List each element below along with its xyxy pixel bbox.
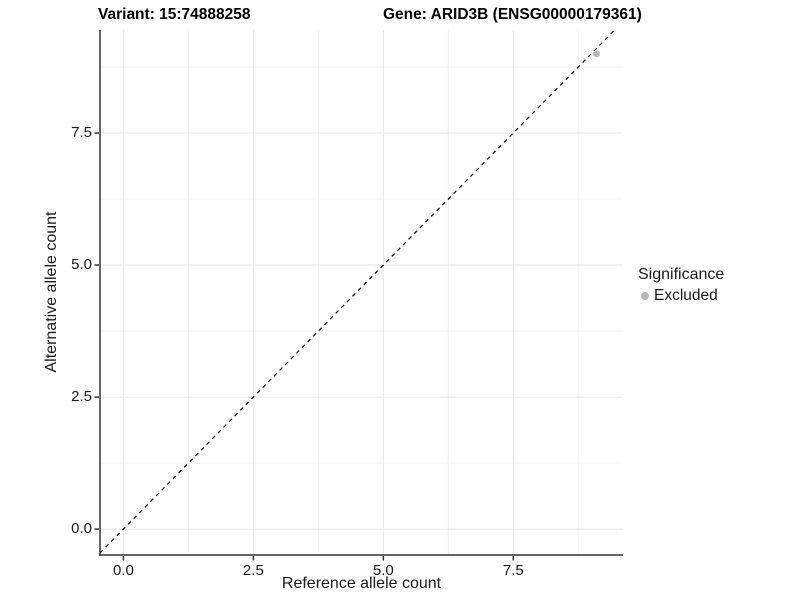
y-tick-label: 0.0 bbox=[71, 520, 92, 538]
y-tick-label: 5.0 bbox=[71, 256, 92, 274]
x-tick-label: 7.5 bbox=[502, 562, 524, 579]
legend-title: Significance bbox=[638, 266, 725, 283]
y-axis-title: Alternative allele count bbox=[43, 211, 60, 373]
plot-title-variant: Variant: 15:74888258 bbox=[98, 6, 251, 23]
y-tick-label: 7.5 bbox=[71, 123, 92, 141]
identity-dashed-line bbox=[99, 29, 616, 554]
x-axis-title: Reference allele count bbox=[281, 575, 442, 592]
excluded-point-icon bbox=[641, 292, 649, 300]
legend-entry-label: Excluded bbox=[654, 287, 718, 304]
data-point-excluded bbox=[592, 50, 600, 58]
y-tick-label: 2.5 bbox=[71, 388, 92, 406]
x-tick-label: 5.0 bbox=[372, 562, 394, 579]
plot-title-gene: Gene: ARID3B (ENSG00000179361) bbox=[383, 6, 642, 23]
legend: Significance Excluded bbox=[638, 266, 724, 305]
legend-entry: Excluded bbox=[638, 287, 724, 305]
x-tick-label: 2.5 bbox=[242, 562, 264, 579]
x-tick-label: 0.0 bbox=[112, 562, 134, 579]
